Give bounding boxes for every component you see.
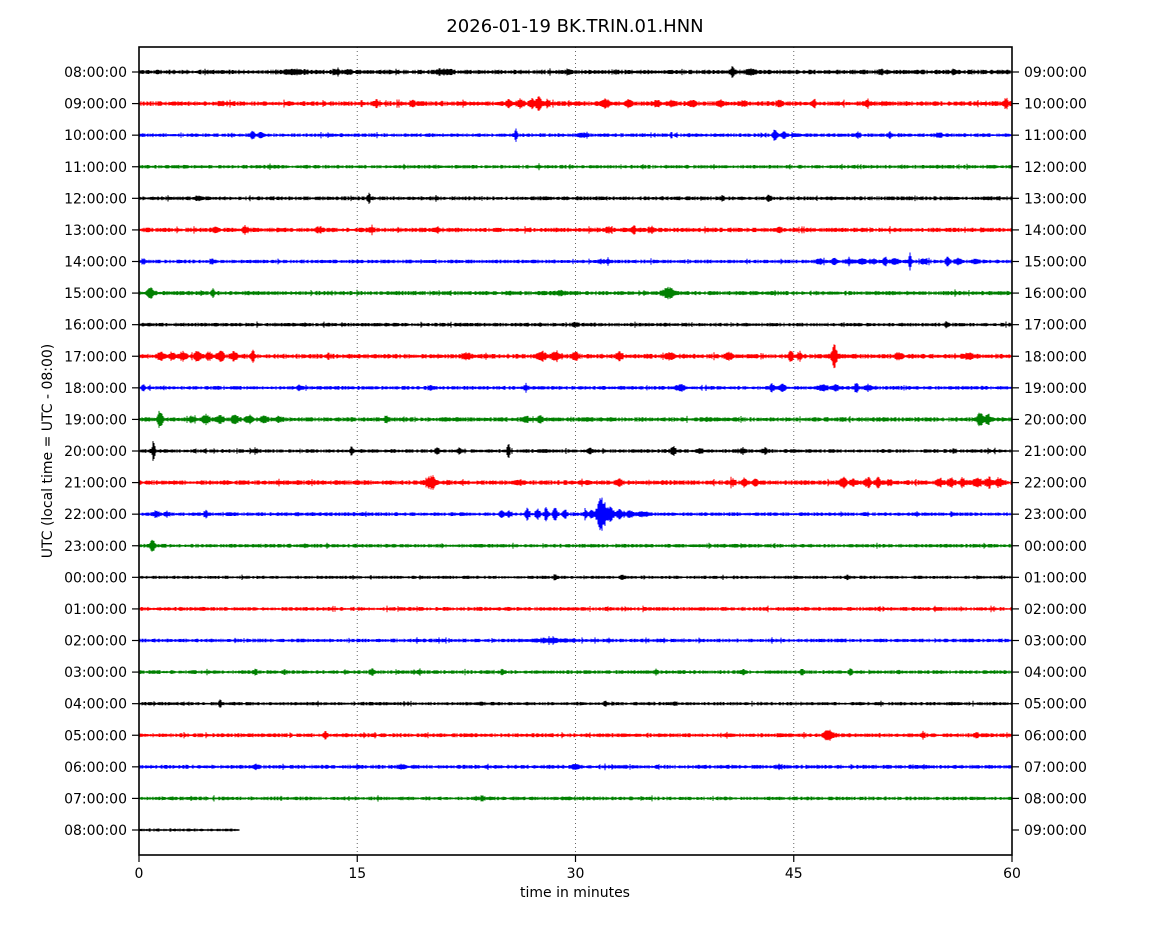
row-label-utc: 10:00:00 (64, 128, 127, 144)
trace-row-15 (138, 286, 1013, 300)
row-label-local: 10:00:00 (1024, 97, 1087, 113)
trace-row-09 (138, 96, 1013, 111)
row-label-local: 04:00:00 (1024, 665, 1087, 681)
row-label-local: 01:00:00 (1024, 570, 1087, 586)
row-label-utc: 17:00:00 (64, 349, 127, 365)
row-label-local: 22:00:00 (1024, 476, 1087, 492)
plot-title: 2026-01-19 BK.TRIN.01.HNN (446, 16, 703, 37)
x-tick-label: 60 (1003, 866, 1021, 882)
row-label-utc: 07:00:00 (64, 791, 127, 807)
row-label-local: 17:00:00 (1024, 318, 1087, 334)
trace-row-07 (138, 795, 1013, 802)
row-label-utc: 06:00:00 (64, 760, 127, 776)
row-label-utc: 18:00:00 (64, 381, 127, 397)
trace-row-11 (138, 163, 1013, 171)
trace-row-06 (138, 763, 1013, 771)
row-label-utc: 08:00:00 (64, 823, 127, 839)
row-label-utc: 03:00:00 (64, 665, 127, 681)
x-tick-labels: 0 15 30 45 60 (135, 866, 1021, 882)
row-label-utc: 23:00:00 (64, 539, 127, 555)
row-label-utc: 09:00:00 (64, 97, 127, 113)
x-tick-label: 0 (135, 866, 144, 882)
row-label-local: 19:00:00 (1024, 381, 1087, 397)
row-label-utc: 16:00:00 (64, 318, 127, 334)
row-label-utc: 11:00:00 (64, 160, 127, 176)
row-label-local: 06:00:00 (1024, 728, 1087, 744)
row-label-local: 09:00:00 (1024, 823, 1087, 839)
trace-row-19 (138, 410, 1013, 428)
row-label-utc: 15:00:00 (64, 286, 127, 302)
row-label-local: 11:00:00 (1024, 128, 1087, 144)
row-label-local: 08:00:00 (1024, 791, 1087, 807)
y-axis-label: UTC (local time = UTC - 08:00) (40, 344, 56, 559)
trace-row-08 (138, 828, 240, 832)
row-label-utc: 20:00:00 (64, 444, 127, 460)
row-label-utc: 21:00:00 (64, 476, 127, 492)
row-label-utc: 19:00:00 (64, 412, 127, 428)
row-label-local: 05:00:00 (1024, 697, 1087, 713)
trace-row-13 (138, 224, 1013, 236)
row-label-local: 23:00:00 (1024, 507, 1087, 523)
x-tick-label: 30 (567, 866, 585, 882)
row-label-local: 02:00:00 (1024, 602, 1087, 618)
row-label-utc: 00:00:00 (64, 570, 127, 586)
row-label-local: 03:00:00 (1024, 634, 1087, 650)
trace-row-20 (138, 441, 1013, 461)
seismic-traces (138, 66, 1013, 832)
row-label-utc: 01:00:00 (64, 602, 127, 618)
row-label-utc: 13:00:00 (64, 223, 127, 239)
row-label-local: 20:00:00 (1024, 412, 1087, 428)
row-label-local: 07:00:00 (1024, 760, 1087, 776)
row-label-local: 21:00:00 (1024, 444, 1087, 460)
row-label-utc: 12:00:00 (64, 191, 127, 207)
trace-row-04 (138, 699, 1013, 708)
axis-ticks (132, 71, 1019, 862)
row-label-local: 12:00:00 (1024, 160, 1087, 176)
trace-row-22 (138, 497, 1013, 531)
trace-row-03 (138, 668, 1013, 676)
trace-row-12 (138, 192, 1013, 204)
row-label-utc: 04:00:00 (64, 697, 127, 713)
row-label-local: 18:00:00 (1024, 349, 1087, 365)
trace-row-23 (138, 539, 1013, 552)
row-label-local: 16:00:00 (1024, 286, 1087, 302)
row-label-local: 15:00:00 (1024, 255, 1087, 271)
x-axis-label: time in minutes (520, 885, 630, 901)
row-label-local: 09:00:00 (1024, 65, 1087, 81)
row-label-local: 14:00:00 (1024, 223, 1087, 239)
row-label-utc: 05:00:00 (64, 728, 127, 744)
x-tick-label: 15 (348, 866, 366, 882)
row-label-local: 00:00:00 (1024, 539, 1087, 555)
row-label-utc: 22:00:00 (64, 507, 127, 523)
x-tick-label: 45 (785, 866, 803, 882)
row-label-utc: 02:00:00 (64, 634, 127, 650)
row-label-utc: 14:00:00 (64, 255, 127, 271)
trace-row-16 (138, 321, 1013, 329)
row-label-utc: 08:00:00 (64, 65, 127, 81)
row-label-local: 13:00:00 (1024, 191, 1087, 207)
utc-time-labels: 08:00:00 09:00:00 10:00:00 11:00:00 12:00:00… (64, 65, 127, 839)
local-time-labels: 09:00:00 10:00:00 11:00:00 12:00:00 13:00:00… (1024, 65, 1087, 839)
